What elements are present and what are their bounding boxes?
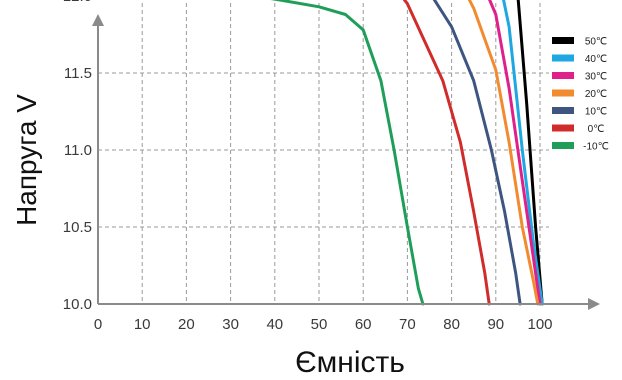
series-line-6 [270, 0, 425, 306]
x-tick-label-60: 60 [355, 316, 372, 333]
x-axis-title: Ємність [295, 346, 405, 379]
x-tick-label-80: 80 [443, 316, 460, 333]
legend-label-5: 0℃ [588, 124, 605, 135]
y-tick-label-11.0: 11.0 [64, 142, 92, 159]
x-tick-label-0: 0 [94, 316, 102, 333]
legend: 50℃ 40℃ 30℃ 20℃ 10℃ 0℃ -10℃ [552, 37, 609, 153]
x-tick-label-100: 100 [527, 316, 552, 333]
x-tick-label-10: 10 [134, 316, 151, 333]
y-tick-label-10.5: 10.5 [63, 219, 92, 236]
series-line-1 [502, 0, 544, 306]
legend-label-0: 50℃ [585, 37, 607, 48]
y-tick-label-12.0: 12.0 [63, 0, 92, 5]
x-tick-label-70: 70 [399, 316, 416, 333]
x-tick-label-20: 20 [178, 316, 195, 333]
series-line-2 [488, 0, 542, 306]
series-line-5 [402, 0, 491, 306]
y-axis-title: Напруга V [11, 94, 42, 226]
x-tick-label-50: 50 [311, 316, 328, 333]
legend-swatch-5 [552, 124, 574, 132]
axes [92, 14, 600, 310]
legend-label-3: 20℃ [585, 89, 607, 100]
legend-swatch-3 [552, 89, 574, 97]
y-axis-arrow [92, 14, 104, 26]
x-tick-label-90: 90 [487, 316, 504, 333]
legend-label-6: -10℃ [583, 142, 609, 153]
legend-label-4: 10℃ [585, 107, 607, 118]
legend-swatch-1 [552, 54, 574, 62]
legend-swatch-2 [552, 72, 574, 79]
legend-swatch-0 [552, 37, 574, 44]
y-tick-labels: 10.010.511.011.512.012.513.013.5 [63, 0, 92, 313]
x-tick-labels: 0 10 20 30 40 50 60 70 80 90 100 [94, 316, 553, 333]
legend-label-1: 40℃ [585, 54, 607, 65]
x-tick-label-30: 30 [222, 316, 239, 333]
series-line-0 [516, 0, 544, 306]
y-tick-label-11.5: 11.5 [64, 65, 92, 82]
y-tick-label-10.0: 10.0 [63, 296, 92, 313]
series-line-4 [432, 0, 522, 306]
x-axis-arrow [588, 298, 600, 310]
series-line-3 [467, 0, 540, 306]
series-lines [270, 0, 544, 306]
grid-lines [98, 0, 549, 304]
legend-label-2: 30℃ [585, 72, 607, 83]
x-tick-label-40: 40 [266, 316, 283, 333]
legend-swatch-6 [552, 142, 574, 149]
legend-swatch-4 [552, 107, 574, 114]
